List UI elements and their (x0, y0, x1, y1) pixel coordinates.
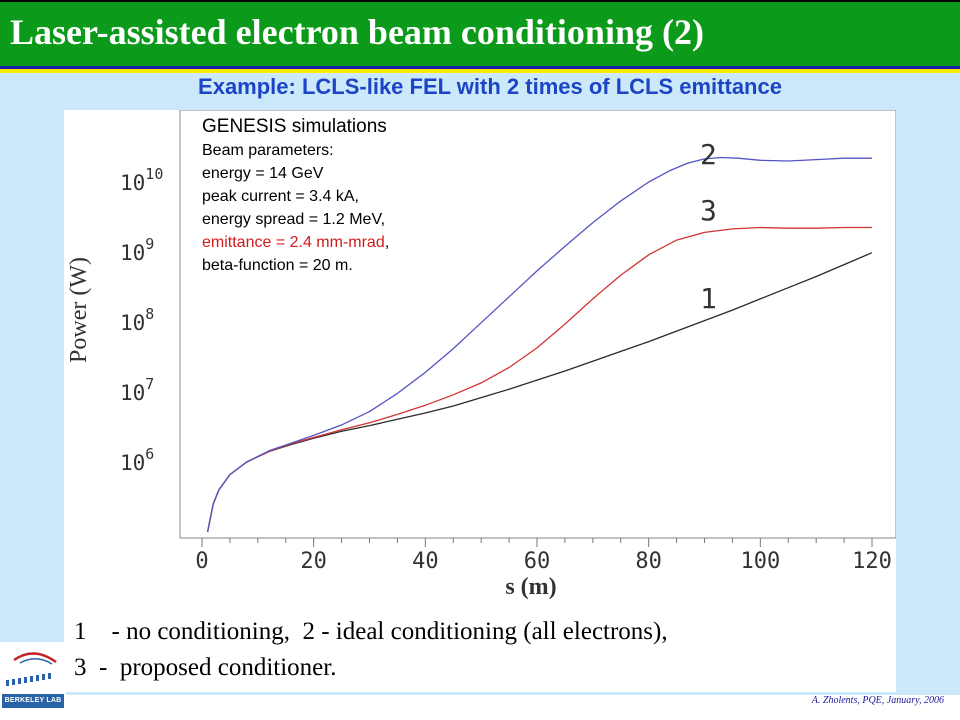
logo-graphic (6, 652, 57, 686)
x-tick-label: 60 (524, 549, 551, 574)
x-tick-label: 100 (740, 549, 780, 574)
footer-credit: A. Zholents, PQE, January, 2006 (811, 695, 944, 706)
slide-title: Laser-assisted electron beam conditionin… (10, 12, 704, 52)
annotation-heading: GENESIS simulations (202, 116, 387, 137)
x-axis-label: s (m) (505, 574, 556, 600)
x-tick-label: 40 (412, 549, 439, 574)
power-vs-s-plot: 0 20 40 60 80 100 120 106 107 108 109 1010 s (m) Powe… (66, 110, 896, 600)
caption-line-1: 1 - no conditioning, 2 - ideal condition… (74, 618, 668, 645)
y-tick-label: 108 (120, 305, 154, 335)
annotation-line-6: beta-function = 20 m. (202, 257, 353, 274)
series-3-label: 3 (700, 194, 717, 227)
x-tick-label: 120 (852, 549, 892, 574)
y-tick-label: 106 (120, 445, 154, 475)
x-tick-label: 80 (635, 549, 662, 574)
title-bar: Laser-assisted electron beam conditionin… (0, 0, 960, 66)
annotation-emittance-comma: , (384, 234, 390, 251)
series-2-label: 2 (700, 138, 717, 171)
y-tick-label: 107 (120, 375, 154, 405)
title-rule-yellow (0, 69, 960, 73)
simulation-annotation: GENESIS simulations Beam parameters: ene… (202, 115, 492, 277)
annotation-line-3: peak current = 3.4 kA, (202, 188, 359, 205)
plot-figure: 0 20 40 60 80 100 120 106 107 108 109 1010 s (m) Powe… (64, 110, 896, 692)
annotation-line-4: energy spread = 1.2 MeV, (202, 211, 386, 228)
series-1-line (206, 252, 873, 533)
caption-line-2: 3 - proposed conditioner. (74, 654, 337, 681)
x-tick-label: 20 (300, 549, 327, 574)
series-2-line (206, 156, 872, 533)
annotation-emittance: emittance = 2.4 mm-mrad (202, 234, 385, 251)
logo-wordmark: BERKELEY LAB (2, 694, 64, 708)
slide-subtitle: Example: LCLS-like FEL with 2 times of L… (198, 74, 782, 99)
y-tick-label: 109 (120, 235, 154, 265)
y-tick-label: 1010 (120, 165, 163, 195)
footer-bar (0, 695, 960, 720)
annotation-line-1: Beam parameters: (202, 142, 334, 159)
x-tick-label: 0 (195, 549, 208, 574)
y-axis-label: Power (W) (66, 257, 92, 363)
title-rule-blue (0, 66, 960, 69)
annotation-line-2: energy = 14 GeV (202, 165, 324, 182)
annotation-line-5: emittance = 2.4 mm-mrad, (202, 231, 492, 254)
series-1-label: 1 (700, 282, 717, 315)
